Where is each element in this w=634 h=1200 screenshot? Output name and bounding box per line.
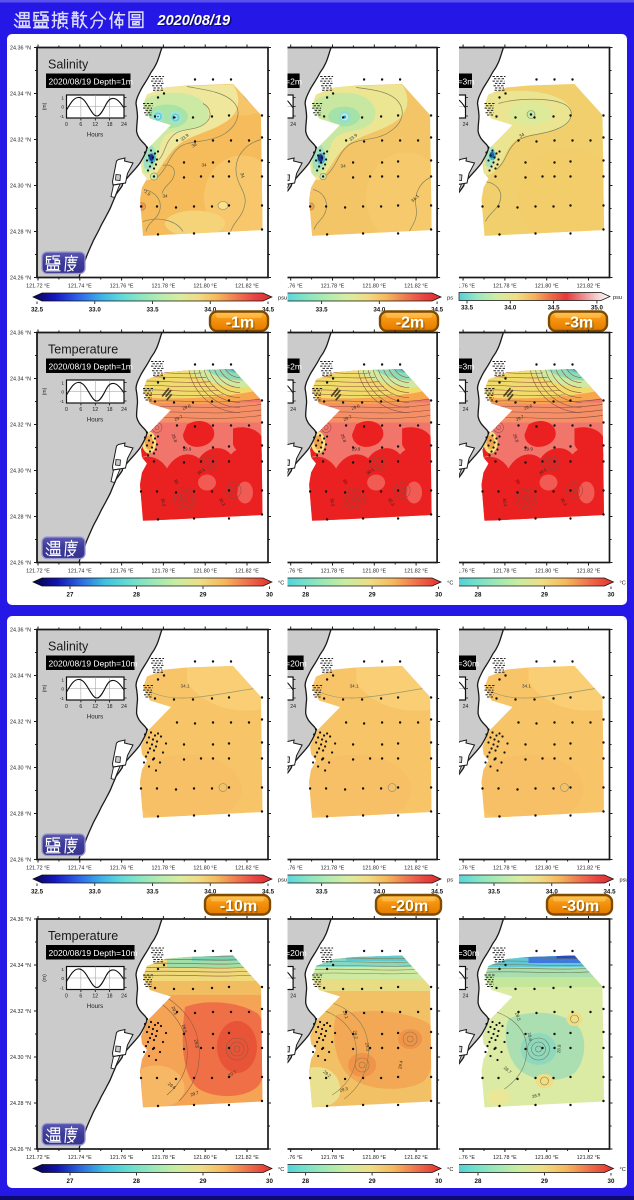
svg-text:Temperature: Temperature [48,929,118,943]
svg-text:30.1: 30.1 [538,467,548,476]
svg-text:30.3: 30.3 [387,497,396,507]
svg-text:2020/08/19 Depth=2m: 2020/08/19 Depth=2m [218,362,302,372]
svg-text:34.0: 34.0 [504,305,517,312]
svg-text:2020/08/19 Depth=20m: 2020/08/19 Depth=20m [218,948,307,958]
svg-text:29.5: 29.5 [181,1024,188,1034]
svg-text:29.8: 29.8 [171,433,179,443]
svg-text:2020/08/19 Depth=1m: 2020/08/19 Depth=1m [49,77,133,87]
svg-text:30.3: 30.3 [218,497,227,507]
svg-text:34.5: 34.5 [548,305,561,312]
svg-text:2020/08/19 Depth=3m: 2020/08/19 Depth=3m [390,362,474,372]
svg-text:2020/08/19 Depth=10m: 2020/08/19 Depth=10m [49,659,138,669]
svg-text:28.6: 28.6 [527,1032,534,1042]
svg-text:29.7: 29.7 [227,1069,237,1078]
svg-text:30.2: 30.2 [160,498,166,508]
svg-text:Temperature: Temperature [48,343,118,357]
svg-text:29.9: 29.9 [524,447,533,452]
svg-text:29.3: 29.3 [339,1086,349,1093]
svg-text:33.5: 33.5 [461,305,474,312]
svg-text:2020/08/19 Depth=2m: 2020/08/19 Depth=2m [218,77,302,87]
svg-text:29.6: 29.6 [351,403,361,411]
svg-text:-10m: -10m [220,898,257,915]
svg-text:28.9: 28.9 [531,1092,541,1099]
svg-text:30.1: 30.1 [196,467,206,476]
svg-text:2020/08/19 Depth=3m: 2020/08/19 Depth=3m [390,77,474,87]
svg-text:33.9: 33.9 [348,132,358,142]
svg-text:-3m: -3m [565,315,593,332]
svg-text:34.1: 34.1 [181,684,190,689]
svg-text:30.2: 30.2 [329,498,335,508]
svg-text:28.5: 28.5 [514,1012,522,1022]
svg-text:29.3: 29.3 [171,1006,179,1016]
svg-text:2020/08/19: 2020/08/19 [157,13,231,29]
svg-text:2020/08/19 Depth=1m: 2020/08/19 Depth=1m [49,362,133,372]
svg-text:29.6: 29.6 [523,403,533,411]
svg-text:2020/08/19: 2020/08/19 [158,14,232,30]
svg-text:34: 34 [240,172,246,178]
svg-text:29.4: 29.4 [397,1060,404,1070]
svg-text:34.1: 34.1 [350,684,359,689]
svg-text:34.1: 34.1 [410,193,420,203]
svg-text:34: 34 [341,164,347,169]
svg-text:-20m: -20m [391,898,428,915]
svg-text:34: 34 [518,132,525,139]
svg-text:29.6: 29.6 [167,1081,177,1090]
svg-text:29.7: 29.7 [190,1090,200,1098]
svg-text:34.1: 34.1 [522,684,531,689]
svg-text:35.0: 35.0 [591,305,604,312]
svg-text:29.7: 29.7 [515,414,525,422]
svg-text:29.6: 29.6 [193,1039,200,1049]
svg-text:34: 34 [162,194,168,199]
svg-text:2020/08/19 Depth=10m: 2020/08/19 Depth=10m [49,948,138,958]
svg-text:Salinity: Salinity [48,640,89,654]
svg-text:29.3: 29.3 [364,1042,371,1052]
svg-text:psu: psu [613,295,622,301]
svg-text:-1.9: -1.9 [142,188,151,197]
svg-text:-2m: -2m [396,315,424,332]
svg-text:29.9: 29.9 [183,447,192,452]
svg-text:30: 30 [173,478,180,485]
svg-text:33.9: 33.9 [180,132,190,142]
svg-text:29.7: 29.7 [173,414,183,422]
svg-text:29.8: 29.8 [512,433,520,443]
svg-text:Temperature: Temperature [390,343,460,357]
svg-text:2020/08/19 Depth=20m: 2020/08/19 Depth=20m [218,659,307,669]
svg-text:28.8: 28.8 [556,1044,562,1054]
svg-text:-1m: -1m [226,315,254,332]
svg-text:29.2: 29.2 [352,1030,359,1040]
svg-text:30.3: 30.3 [560,497,569,507]
svg-text:29.6: 29.6 [182,403,192,411]
svg-text:30: 30 [342,478,349,485]
svg-text:-30m: -30m [562,898,599,915]
svg-text:29.8: 29.8 [340,433,348,443]
svg-text:29.9: 29.9 [352,447,361,452]
svg-text:2020/08/19 Depth=30m: 2020/08/19 Depth=30m [390,659,479,669]
svg-text:Salinity: Salinity [48,58,89,72]
svg-text:28.7: 28.7 [503,1065,513,1075]
svg-text:34: 34 [201,163,207,168]
svg-text:2020/08/19 Depth=30m: 2020/08/19 Depth=30m [390,948,479,958]
svg-text:30: 30 [514,478,521,485]
svg-text:29.1: 29.1 [342,1010,350,1020]
svg-text:34: 34 [191,142,198,149]
svg-text:30.2: 30.2 [502,498,508,508]
svg-text:Temperature: Temperature [390,929,460,943]
svg-text:30.1: 30.1 [365,467,375,476]
svg-text:29.2: 29.2 [322,1069,332,1079]
svg-text:29.7: 29.7 [343,414,353,422]
